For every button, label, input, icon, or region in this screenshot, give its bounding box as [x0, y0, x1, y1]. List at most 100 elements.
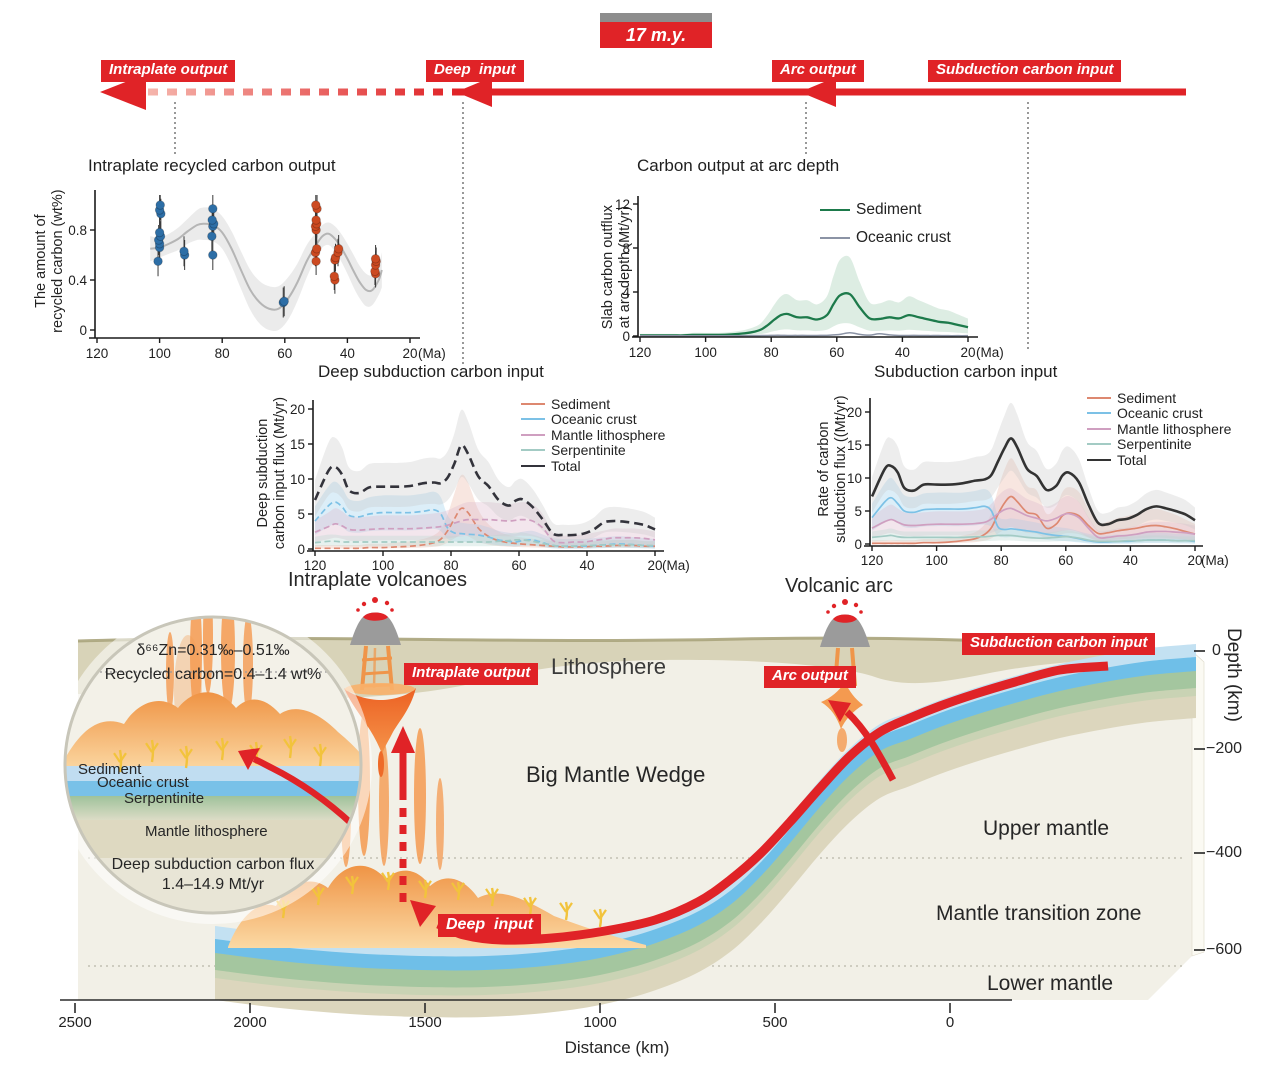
scatter-point-blue-points: [208, 250, 218, 260]
legend-label: Total: [551, 457, 581, 474]
y-tick-label: 5: [297, 507, 305, 522]
series-line-sediment: [871, 495, 1196, 545]
x-tick-label: 20: [402, 346, 417, 361]
legend-item: Total: [521, 458, 665, 474]
magnifier-inset: [54, 606, 372, 924]
legend-label: Oceanic crust: [856, 229, 951, 246]
melt-vein: [185, 748, 193, 759]
distance-axis: [60, 999, 1012, 1013]
legend-item: Total: [1087, 452, 1231, 468]
confidence-band: [640, 255, 968, 336]
inset-label-mantle-lithosphere: Mantle lithosphere: [145, 823, 268, 840]
melt-vein: [418, 880, 426, 891]
funnel-rim: [345, 683, 415, 695]
melt-vein: [313, 746, 321, 757]
melt-vein: [215, 740, 223, 751]
scatter-point-red-points: [311, 215, 321, 225]
x-tick-label: 100: [925, 553, 948, 568]
y-tick-label: 0: [622, 329, 630, 344]
melt-vein: [311, 887, 319, 898]
scatter-point-blue-points: [279, 296, 289, 306]
slab-oceanic-crust: [215, 656, 1196, 971]
inset-recycled-carbon-value: Recycled carbon=0.4–1.4 wt%: [104, 666, 322, 683]
legend-swatch: [521, 402, 545, 405]
depth-axis-ticks: [1194, 650, 1205, 951]
flux-label-arc-output: Arc output: [764, 666, 856, 688]
legend-item: Mantle lithosphere: [521, 427, 665, 443]
timeline-arrowhead-left-icon: [100, 74, 146, 110]
magnifier-ring: [63, 615, 363, 915]
label-upper-mantle: Upper mantle: [983, 817, 1110, 840]
legend-item: Sediment: [1087, 390, 1231, 406]
legend-chart2: Sediment Oceanic crust: [820, 196, 951, 252]
x-tick-label: 120: [861, 553, 884, 568]
y-tick-label: 15: [847, 438, 862, 453]
y-tick-label: 0: [297, 542, 305, 557]
inset-serpentinite-layer: [65, 796, 361, 820]
duration-badge-topbar: [600, 13, 712, 22]
distance-tick-1500: 1500: [408, 1014, 442, 1031]
x-tick-label: 60: [829, 345, 844, 360]
x-tick-label: 100: [372, 558, 395, 573]
inset-zn-isotope-value: δ⁶⁶Zn=0.31‰–0.51‰: [136, 642, 290, 659]
slab-serpentinite: [215, 670, 1196, 988]
legend-swatch: [820, 236, 850, 240]
melt-vein: [113, 752, 121, 763]
melt-vein: [424, 880, 432, 891]
scatter-point-red-points: [370, 254, 381, 264]
intraplate-ascent-arrowhead-icon: [391, 726, 415, 753]
confidence-band: [315, 481, 655, 549]
flux-label-subduction-carbon-input: Subduction carbon input: [962, 633, 1156, 655]
y-tick-label: 15: [290, 437, 305, 452]
melt-vein: [319, 746, 327, 757]
depth-tick-600: −600: [1206, 941, 1243, 958]
series-line-serpentinite: [314, 538, 656, 548]
legend-item: Sediment: [820, 196, 951, 224]
legend-label: Mantle lithosphere: [551, 426, 666, 443]
series-line-mantle-lithosphere: [871, 507, 1196, 539]
x-axis-unit: (Ma): [662, 558, 690, 573]
y-tick-label: 20: [290, 402, 305, 417]
x-tick-label: 120: [629, 345, 652, 360]
x-tick-label: 80: [215, 346, 230, 361]
x-tick-label: 120: [86, 346, 109, 361]
legend-swatch: [1087, 458, 1111, 461]
x-tick-label: 20: [647, 558, 662, 573]
arc-output-arrowhead-icon: [828, 700, 851, 722]
x-tick-label: 80: [443, 558, 458, 573]
inset-deep-input-arrow: [252, 755, 355, 827]
legend-item: Sediment: [521, 396, 665, 412]
y-tick-label: 10: [290, 472, 305, 487]
inset-flux-line2: 1.4–14.9 Mt/yr: [161, 876, 265, 893]
carbon-flux-arrows: [391, 661, 1109, 945]
x-tick-label: 40: [895, 345, 910, 360]
melt-vein: [145, 742, 153, 753]
confidence-band: [872, 488, 1195, 543]
y-tick-label: 5: [854, 504, 862, 519]
x-axis-unit: (Ma): [1201, 553, 1229, 568]
melt-vein: [559, 902, 567, 913]
inset-oceanic-crust-layer: [65, 781, 361, 796]
legend-swatch: [521, 464, 545, 467]
melt-vein: [317, 887, 325, 898]
legend-swatch: [1087, 412, 1111, 415]
x-tick-label: 60: [1058, 553, 1073, 568]
legend-label: Oceanic crust: [1117, 405, 1203, 422]
chart-title-subduction-input: Subduction carbon input: [874, 362, 1058, 381]
melt-vein: [565, 902, 573, 913]
y-axis-label-chart1: The amount of recycled carbon (wt%): [32, 189, 66, 333]
scatter-point-blue-points: [208, 204, 218, 214]
melt-vein: [381, 872, 389, 883]
x-tick-label: 40: [579, 558, 594, 573]
legend-swatch: [820, 208, 850, 212]
chart-title-deep-input: Deep subduction carbon input: [318, 362, 544, 381]
y-tick-label: 0: [854, 537, 862, 552]
legend-item: Oceanic crust: [820, 224, 951, 252]
legend-swatch: [1087, 427, 1111, 430]
confidence-band: [315, 532, 655, 548]
lithosphere-band: [78, 638, 1192, 699]
scatter-point-blue-points: [207, 231, 217, 241]
distance-axis-label: Distance (km): [564, 1038, 670, 1057]
